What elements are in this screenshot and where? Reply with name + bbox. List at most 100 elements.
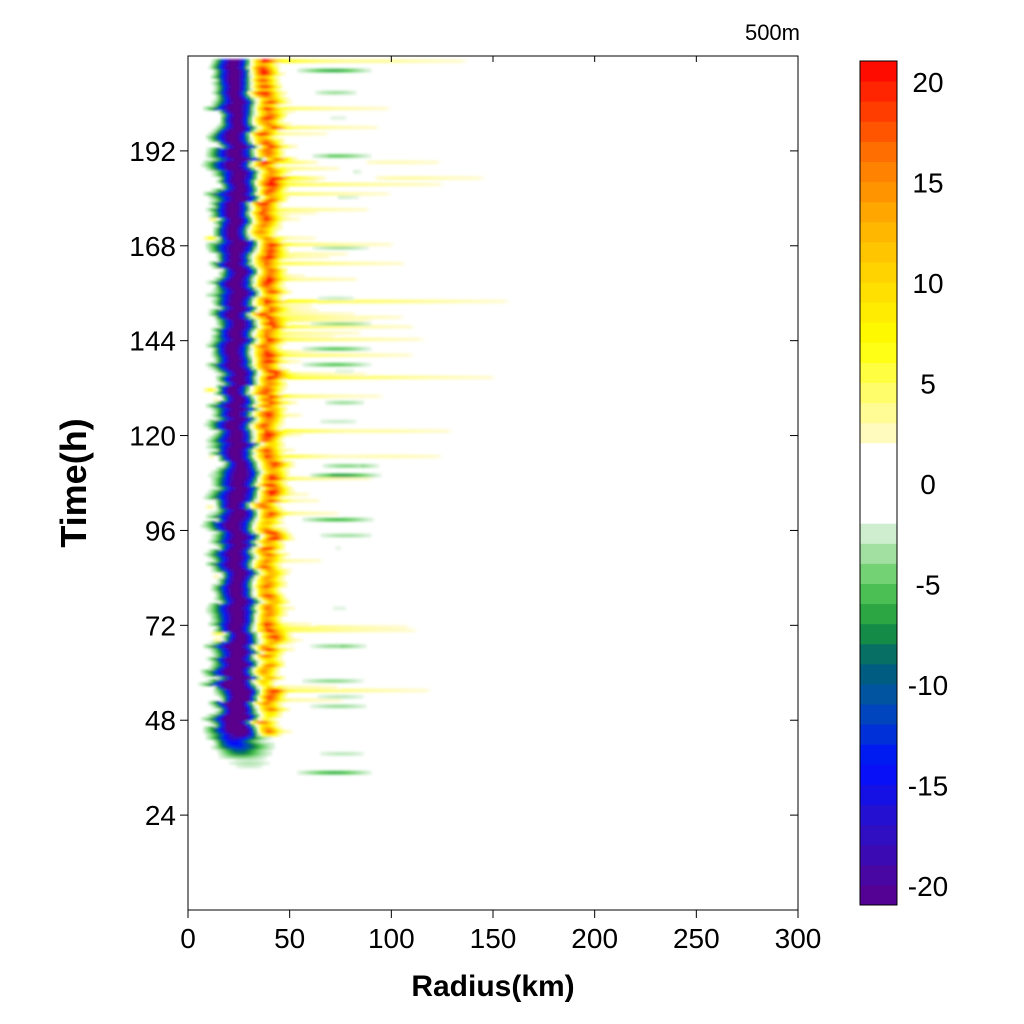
heatmap-cell bbox=[241, 492, 245, 497]
heatmap-cell bbox=[233, 558, 237, 563]
heatmap-cell bbox=[210, 650, 214, 655]
heatmap-cell bbox=[210, 514, 214, 519]
heatmap-cell bbox=[294, 353, 298, 358]
heatmap-cell bbox=[241, 685, 245, 690]
heatmap-cell bbox=[302, 347, 306, 351]
heatmap-cell bbox=[274, 334, 278, 339]
heatmap-cell bbox=[284, 492, 288, 497]
heatmap-cell bbox=[287, 625, 291, 630]
heatmap-cell bbox=[271, 543, 275, 547]
heatmap-cell bbox=[210, 644, 214, 649]
heatmap-cell bbox=[241, 359, 245, 364]
heatmap-cell bbox=[274, 539, 278, 544]
heatmap-cell bbox=[241, 736, 245, 740]
heatmap-cell bbox=[249, 467, 253, 471]
heatmap-cell bbox=[233, 612, 237, 617]
heatmap-cell bbox=[205, 514, 209, 519]
heatmap-cell bbox=[264, 603, 268, 607]
heatmap-cell bbox=[350, 429, 354, 433]
heatmap-cell bbox=[246, 581, 250, 585]
heatmap-cell bbox=[216, 669, 220, 674]
heatmap-cell bbox=[320, 533, 324, 538]
heatmap-cell bbox=[261, 486, 265, 490]
heatmap-cell bbox=[271, 691, 275, 696]
heatmap-cell bbox=[439, 375, 443, 380]
heatmap-cell bbox=[246, 625, 250, 630]
heatmap-cell bbox=[243, 400, 247, 405]
heatmap-cell bbox=[269, 517, 273, 522]
heatmap-cell bbox=[241, 742, 245, 747]
heatmap-cell bbox=[236, 426, 240, 430]
heatmap-cell bbox=[264, 372, 268, 377]
heatmap-cell bbox=[467, 375, 471, 380]
heatmap-cell bbox=[327, 394, 331, 399]
heatmap-cell bbox=[269, 394, 273, 399]
heatmap-cell bbox=[264, 350, 268, 354]
heatmap-cell bbox=[363, 353, 367, 358]
heatmap-cell bbox=[243, 694, 247, 699]
heatmap-cell bbox=[223, 549, 227, 554]
heatmap-cell bbox=[243, 388, 247, 392]
heatmap-cell bbox=[312, 625, 316, 630]
heatmap-cell bbox=[264, 353, 268, 358]
heatmap-cell bbox=[226, 489, 230, 494]
heatmap-cell bbox=[228, 508, 232, 513]
heatmap-cell bbox=[271, 657, 275, 661]
heatmap-cell bbox=[218, 562, 222, 566]
heatmap-cell bbox=[269, 647, 273, 652]
heatmap-cell bbox=[261, 400, 265, 405]
heatmap-cell bbox=[274, 732, 278, 737]
heatmap-cell bbox=[261, 593, 265, 598]
heatmap-cell bbox=[249, 701, 253, 705]
heatmap-cell bbox=[279, 479, 283, 484]
heatmap-cell bbox=[233, 489, 237, 494]
heatmap-cell bbox=[249, 337, 253, 342]
heatmap-cell bbox=[236, 622, 240, 626]
heatmap-cell bbox=[251, 666, 255, 671]
heatmap-cell bbox=[213, 366, 217, 370]
heatmap-cell bbox=[297, 353, 301, 358]
heatmap-cell bbox=[218, 476, 222, 481]
heatmap-cell bbox=[213, 533, 217, 538]
heatmap-cell bbox=[249, 657, 253, 661]
heatmap-cell bbox=[279, 441, 283, 446]
heatmap-cell bbox=[233, 675, 237, 680]
heatmap-cell bbox=[251, 483, 255, 487]
heatmap-cell bbox=[259, 432, 263, 437]
heatmap-cell bbox=[243, 726, 247, 731]
heatmap-cell bbox=[231, 381, 235, 386]
heatmap-cell bbox=[246, 328, 250, 332]
heatmap-cell bbox=[213, 555, 217, 560]
heatmap-cell bbox=[243, 593, 247, 598]
heatmap-cell bbox=[249, 372, 253, 377]
heatmap-cell bbox=[246, 356, 250, 361]
heatmap-cell bbox=[320, 353, 324, 358]
heatmap-cell bbox=[208, 388, 212, 392]
heatmap-cell bbox=[210, 615, 214, 620]
heatmap-cell bbox=[221, 685, 225, 690]
heatmap-cell bbox=[216, 410, 220, 415]
heatmap-cell bbox=[261, 717, 265, 721]
heatmap-cell bbox=[289, 634, 293, 639]
heatmap-cell bbox=[297, 688, 301, 693]
heatmap-cell bbox=[243, 758, 247, 762]
heatmap-cell bbox=[261, 682, 265, 687]
heatmap-cell bbox=[277, 723, 281, 728]
heatmap-cell bbox=[282, 698, 286, 702]
heatmap-cell bbox=[216, 422, 220, 427]
heatmap-cell bbox=[259, 647, 263, 652]
heatmap-cell bbox=[236, 726, 240, 731]
heatmap-cell bbox=[221, 435, 225, 440]
heatmap-cell bbox=[228, 751, 232, 756]
heatmap-cell bbox=[269, 729, 273, 734]
heatmap-cell bbox=[279, 628, 283, 633]
heatmap-cell bbox=[287, 638, 291, 642]
heatmap-cell bbox=[226, 350, 230, 354]
heatmap-cell bbox=[269, 486, 273, 490]
heatmap-cell bbox=[228, 593, 232, 598]
heatmap-cell bbox=[243, 622, 247, 626]
heatmap-cell bbox=[289, 372, 293, 377]
heatmap-cell bbox=[279, 698, 283, 702]
heatmap-cell bbox=[277, 732, 281, 737]
heatmap-cell bbox=[401, 454, 405, 459]
